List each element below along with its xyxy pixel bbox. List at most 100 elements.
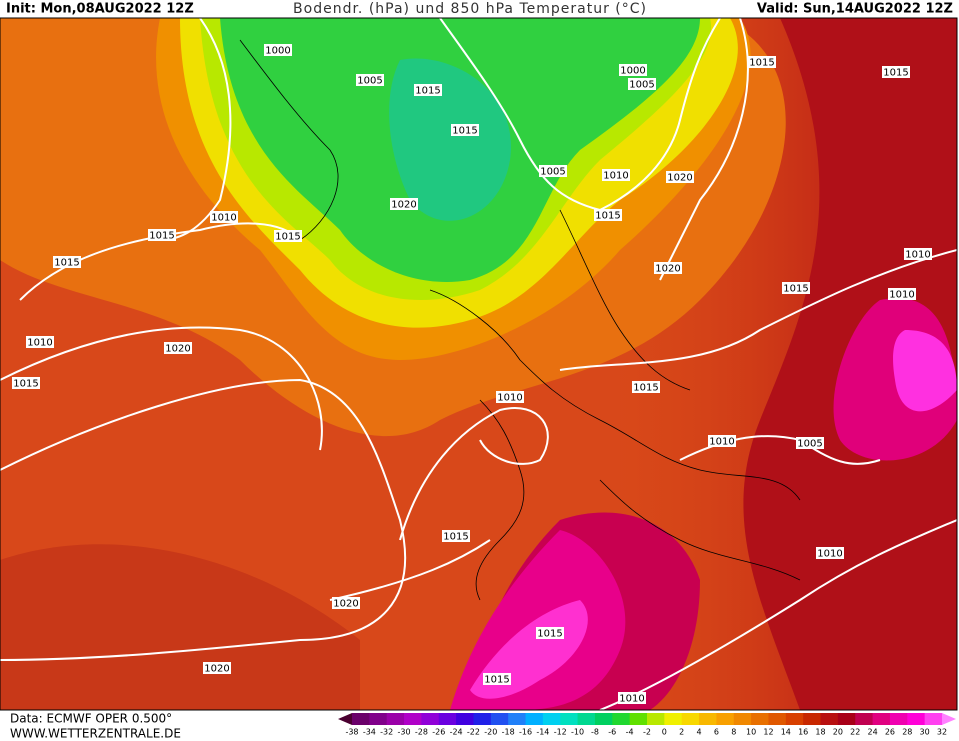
isobar-label-box: [414, 84, 442, 96]
colorbar-swatch: [421, 713, 440, 725]
colorbar-swatch: [924, 713, 943, 725]
isobar-label-box: [332, 597, 360, 609]
colorbar-label: 22: [850, 728, 860, 737]
isobar-label-box: [782, 282, 810, 294]
isobar-label: 1015: [415, 86, 440, 97]
colorbar-swatch: [664, 713, 683, 725]
isobar-label: 1010: [603, 171, 628, 182]
colorbar-swatch: [699, 713, 717, 725]
colorbar-swatch: [837, 713, 856, 725]
isobar-label: 1015: [149, 231, 174, 242]
colorbar-label: 32: [937, 728, 947, 737]
colorbar-swatch: [785, 713, 804, 725]
colorbar-swatch: [490, 713, 509, 725]
colorbar-label: -10: [571, 728, 584, 737]
colorbar-swatch: [525, 713, 544, 725]
colorbar-swatch: [681, 713, 700, 725]
isobar-label-box: [536, 627, 564, 639]
isobar-label: 1010: [619, 694, 644, 705]
isobar-label-box: [539, 165, 567, 177]
isobar-label-box: [148, 229, 176, 241]
isobar-label-box: [619, 64, 647, 76]
colorbar-swatch: [872, 713, 891, 725]
isobar-label-box: [602, 169, 630, 181]
isobar-label-box: [356, 74, 384, 86]
isobar-label: 1015: [275, 232, 300, 243]
isobar-label: 1010: [817, 549, 842, 560]
colorbar-arrow-right: [942, 713, 956, 725]
colorbar-label: -16: [519, 728, 532, 737]
isobar-label: 1005: [629, 80, 654, 91]
colorbar-label: 24: [867, 728, 877, 737]
isobar-label: 1020: [204, 664, 229, 675]
colorbar-label: -18: [502, 728, 515, 737]
colorbar-swatch: [577, 713, 596, 725]
colorbar-label: 8: [731, 728, 736, 737]
isobar-label-box: [618, 692, 646, 704]
isobar-label: 1015: [749, 58, 774, 69]
isobar-label: 1000: [265, 46, 290, 57]
isobar-label: 1015: [537, 629, 562, 640]
isobar-label: 1000: [620, 66, 645, 77]
colorbar-swatch: [560, 713, 579, 725]
isobar-label-box: [264, 44, 292, 56]
isobar-label: 1005: [540, 167, 565, 178]
isobar-label-box: [164, 342, 192, 354]
colorbar-swatch: [733, 713, 752, 725]
colorbar-label: 4: [697, 728, 702, 737]
colorbar-label: 30: [920, 728, 930, 737]
colorbar-swatch: [820, 713, 839, 725]
colorbar-swatch: [907, 713, 926, 725]
colorbar-label: 0: [662, 728, 667, 737]
colorbar-swatch: [594, 713, 613, 725]
isobar-label: 1020: [165, 344, 190, 355]
colorbar-swatch: [855, 713, 874, 725]
colorbar-swatch: [612, 713, 631, 725]
isobar-label-box: [904, 248, 932, 260]
colorbar-swatch: [404, 713, 422, 725]
colorbar: -38 -34 -32 -30 -28 -26 -24 -22 -20 -18 -16 -14 -12-…: [338, 713, 956, 737]
colorbar-label: 2: [679, 728, 684, 737]
isobar-label: 1020: [333, 599, 358, 610]
colorbar-swatch: [352, 713, 370, 725]
isobar-label: 1010: [211, 213, 236, 224]
colorbar-label: 12: [763, 728, 773, 737]
isobar-label: 1020: [667, 173, 692, 184]
isobar-label-box: [708, 435, 736, 447]
colorbar-swatch: [456, 713, 474, 725]
isobar-label: 1010: [889, 290, 914, 301]
colorbar-swatch: [751, 713, 769, 725]
colorbar-swatch: [803, 713, 822, 725]
isobar-label: 1015: [443, 532, 468, 543]
colorbar-label: -12: [554, 728, 567, 737]
colorbar-swatch: [629, 713, 648, 725]
colorbar-swatch: [889, 713, 908, 725]
isobar-label-box: [451, 124, 479, 136]
colorbar-arrow-left: [338, 713, 352, 725]
isobar-label-box: [203, 662, 231, 674]
colorbar-swatch: [438, 713, 457, 725]
isobar-label-box: [748, 56, 776, 68]
isobar-label: 1015: [484, 675, 509, 686]
colorbar-label: 14: [781, 728, 791, 737]
isobar-label-box: [594, 209, 622, 221]
colorbar-label: -2: [643, 728, 651, 737]
isobar-label: 1020: [655, 264, 680, 275]
colorbar-label: 16: [798, 728, 808, 737]
colorbar-label: 26: [885, 728, 895, 737]
isobar-label-box: [496, 391, 524, 403]
isobar-label-box: [632, 381, 660, 393]
isobar-label-box: [53, 256, 81, 268]
colorbar-label: -20: [484, 728, 497, 737]
isobar-label: 1015: [13, 379, 38, 390]
data-source: Data: ECMWF OPER 0.500°: [10, 712, 172, 726]
colorbar-swatch: [768, 713, 787, 725]
isobar-label: 1010: [905, 250, 930, 261]
isobar-label: 1010: [709, 437, 734, 448]
isobar-label: 1020: [391, 200, 416, 211]
colorbar-label: 20: [833, 728, 843, 737]
isobar-label-box: [882, 66, 910, 78]
colorbar-label: -8: [591, 728, 599, 737]
isobar-label: 1015: [595, 211, 620, 222]
